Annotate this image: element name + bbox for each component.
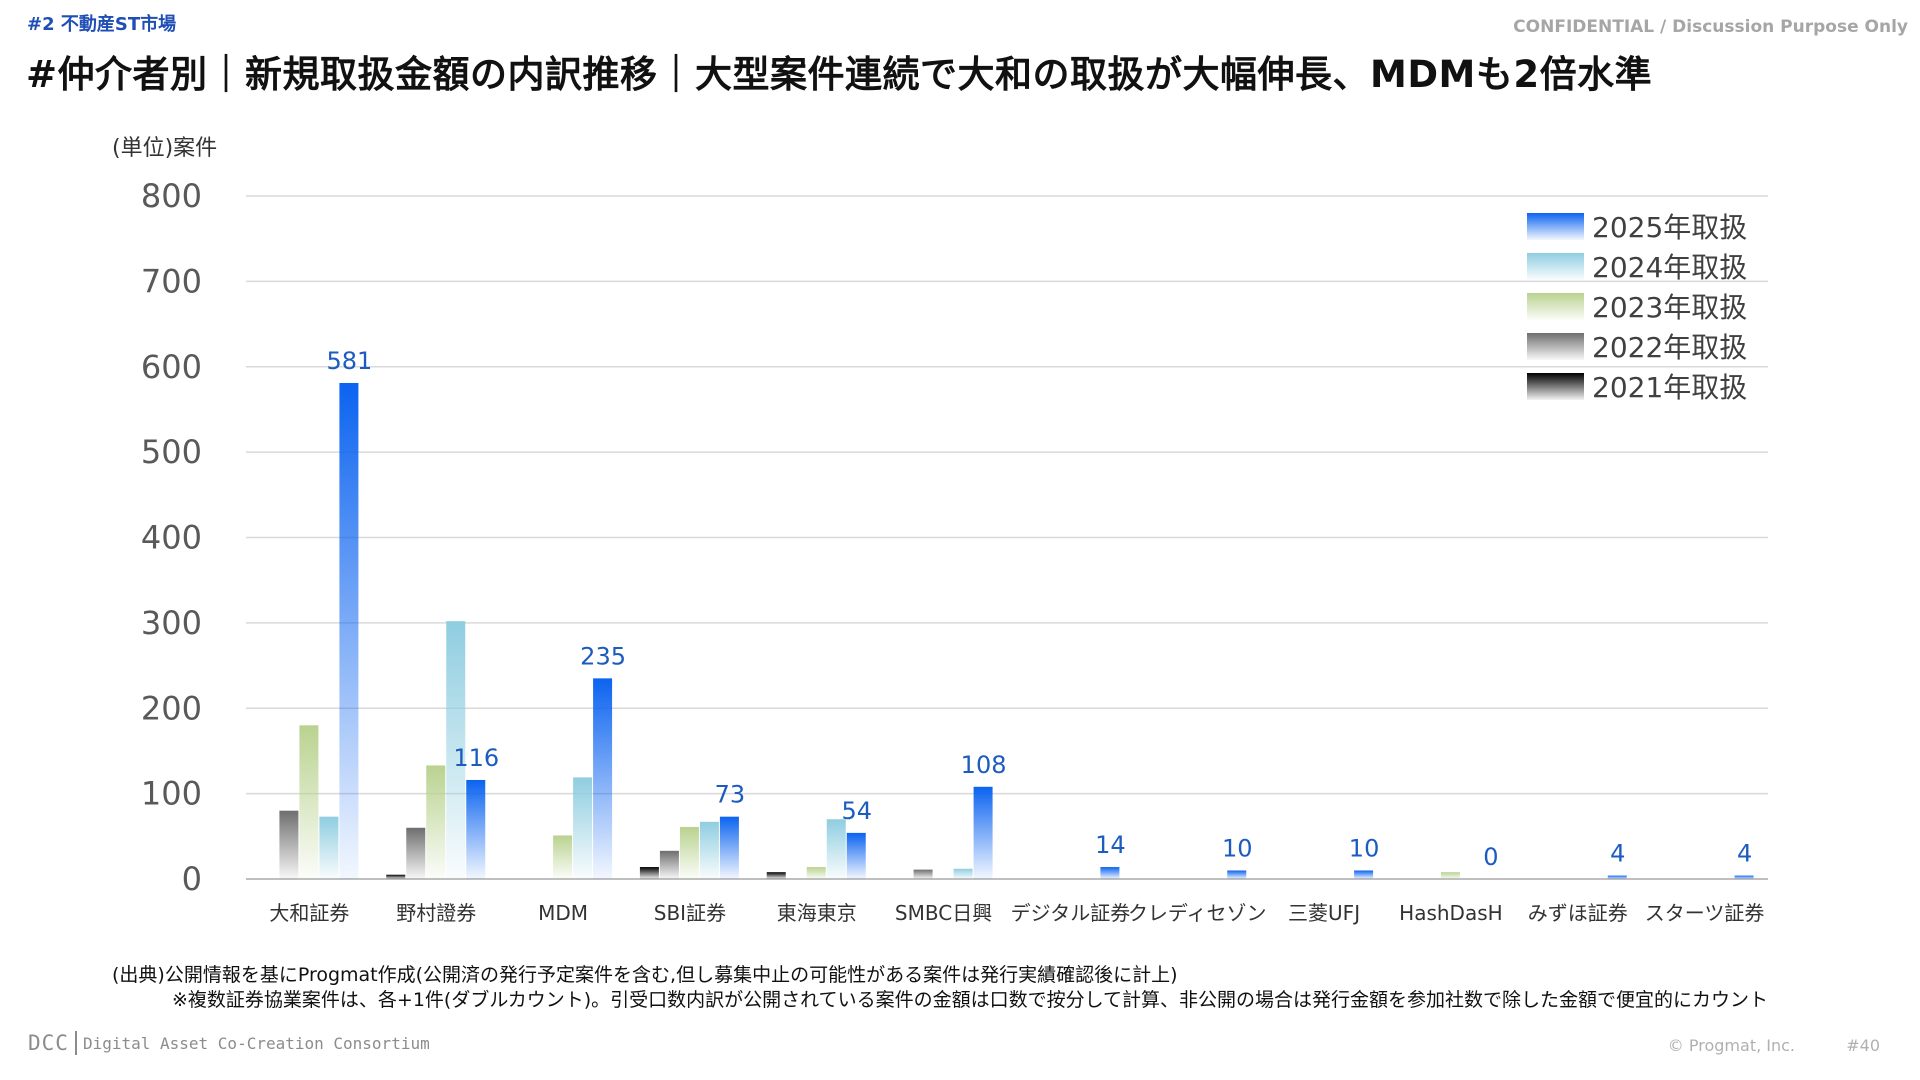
source-note-detail: ※複数証券協業案件は、各+1件(ダブルカウント)。引受口数内訳が公開されている案…	[172, 989, 1769, 1011]
y-tick-label: 100	[141, 775, 202, 813]
bar	[593, 678, 613, 879]
y-tick-label: 800	[141, 177, 202, 215]
data-label: 4	[1610, 840, 1625, 868]
bar	[953, 868, 973, 879]
chart-legend: 2025年取扱 2024年取扱 2023年取扱 2022年取扱 2021年取扱	[1527, 211, 1747, 404]
legend-entry: 2021年取扱	[1592, 371, 1747, 404]
bar	[446, 621, 466, 879]
source-note: (出典)公開情報を基にProgmat作成(公開済の発行予定案件を含む,但し募集中…	[112, 964, 1178, 986]
chart-grid	[246, 195, 1768, 880]
bar	[279, 810, 299, 879]
bar	[466, 779, 486, 879]
bar	[973, 786, 993, 879]
legend-entry: 2025年取扱	[1592, 211, 1747, 244]
dcc-logo-mark: DCC	[28, 1031, 69, 1055]
data-label: 116	[453, 744, 499, 772]
data-label: 10	[1349, 834, 1380, 862]
page-number: #40	[1846, 1036, 1880, 1055]
bar	[659, 850, 679, 879]
bar	[913, 869, 933, 879]
x-tick-label: 大和証券	[269, 901, 349, 925]
x-tick-label: クレディセゾン	[1128, 901, 1267, 925]
bar	[1607, 875, 1627, 879]
x-tick-label: 野村證券	[396, 901, 476, 925]
data-label: 0	[1483, 843, 1498, 871]
bar	[406, 827, 426, 879]
legend-swatch	[1527, 253, 1584, 280]
legend-entry: 2023年取扱	[1592, 291, 1747, 324]
bar	[1734, 875, 1754, 879]
y-tick-label: 300	[141, 604, 202, 642]
bar	[639, 867, 659, 879]
legend-entry: 2022年取扱	[1592, 331, 1747, 364]
bar	[573, 777, 593, 879]
x-tick-label: SMBC日興	[895, 901, 992, 925]
data-label: 10	[1222, 834, 1253, 862]
legend-swatch	[1527, 293, 1584, 320]
data-label: 73	[715, 781, 746, 809]
x-tick-label: MDM	[538, 901, 588, 925]
bar	[719, 816, 739, 879]
bar	[806, 867, 826, 879]
chart-data-labels: 581 116 235 73 54 108 14 10 10 0 4 4	[327, 347, 1753, 871]
bar	[766, 872, 786, 879]
x-tick-label: 三菱UFJ	[1288, 901, 1360, 925]
bar	[1227, 870, 1247, 879]
y-tick-label: 600	[141, 348, 202, 386]
bar	[299, 725, 319, 879]
section-tag: #2 不動産ST市場	[27, 14, 177, 35]
bar	[553, 835, 573, 879]
y-tick-label: 0	[182, 860, 202, 898]
data-label: 14	[1095, 831, 1126, 859]
bar	[386, 874, 406, 879]
legend-swatch	[1527, 373, 1584, 400]
legend-swatch	[1527, 333, 1584, 360]
data-label: 54	[841, 797, 872, 825]
x-tick-label: みずほ証券	[1528, 901, 1628, 925]
y-tick-label: 400	[141, 519, 202, 557]
footer-logo: DCC Digital Asset Co-Creation Consortium	[28, 1031, 430, 1055]
bar	[846, 832, 866, 879]
bar	[679, 826, 699, 879]
x-tick-label: HashDasH	[1399, 901, 1503, 925]
data-label: 4	[1737, 840, 1752, 868]
y-axis-label: (単位)案件	[112, 136, 217, 161]
data-label: 235	[580, 642, 626, 670]
x-tick-label: デジタル証券	[1011, 901, 1131, 925]
bar	[319, 816, 339, 879]
legend-entry: 2024年取扱	[1592, 251, 1747, 284]
y-tick-label: 200	[141, 689, 202, 727]
bar	[1440, 872, 1460, 879]
x-tick-label: SBI証券	[654, 901, 726, 925]
confidential-label: CONFIDENTIAL / Discussion Purpose Only	[1513, 17, 1908, 37]
logo-divider	[74, 1031, 77, 1055]
x-tick-label: スターツ証券	[1645, 901, 1765, 925]
y-tick-label: 700	[141, 262, 202, 300]
x-tick-label: 東海東京	[777, 901, 857, 925]
copyright: © Progmat, Inc.	[1667, 1036, 1795, 1055]
bar	[1354, 870, 1374, 879]
bar	[339, 382, 359, 879]
data-label: 108	[961, 751, 1007, 779]
y-tick-label: 500	[141, 433, 202, 471]
bar	[1100, 867, 1120, 879]
chart-bars	[279, 382, 1754, 879]
dcc-logo-text: Digital Asset Co-Creation Consortium	[82, 1034, 430, 1053]
bar	[826, 819, 846, 879]
bar	[426, 765, 446, 879]
legend-swatch	[1527, 213, 1584, 240]
bar	[699, 821, 719, 879]
page-title: #仲介者別｜新規取扱金額の内訳推移｜大型案件連続で大和の取扱が大幅伸長、MDMも…	[26, 53, 1653, 96]
data-label: 581	[327, 347, 373, 375]
